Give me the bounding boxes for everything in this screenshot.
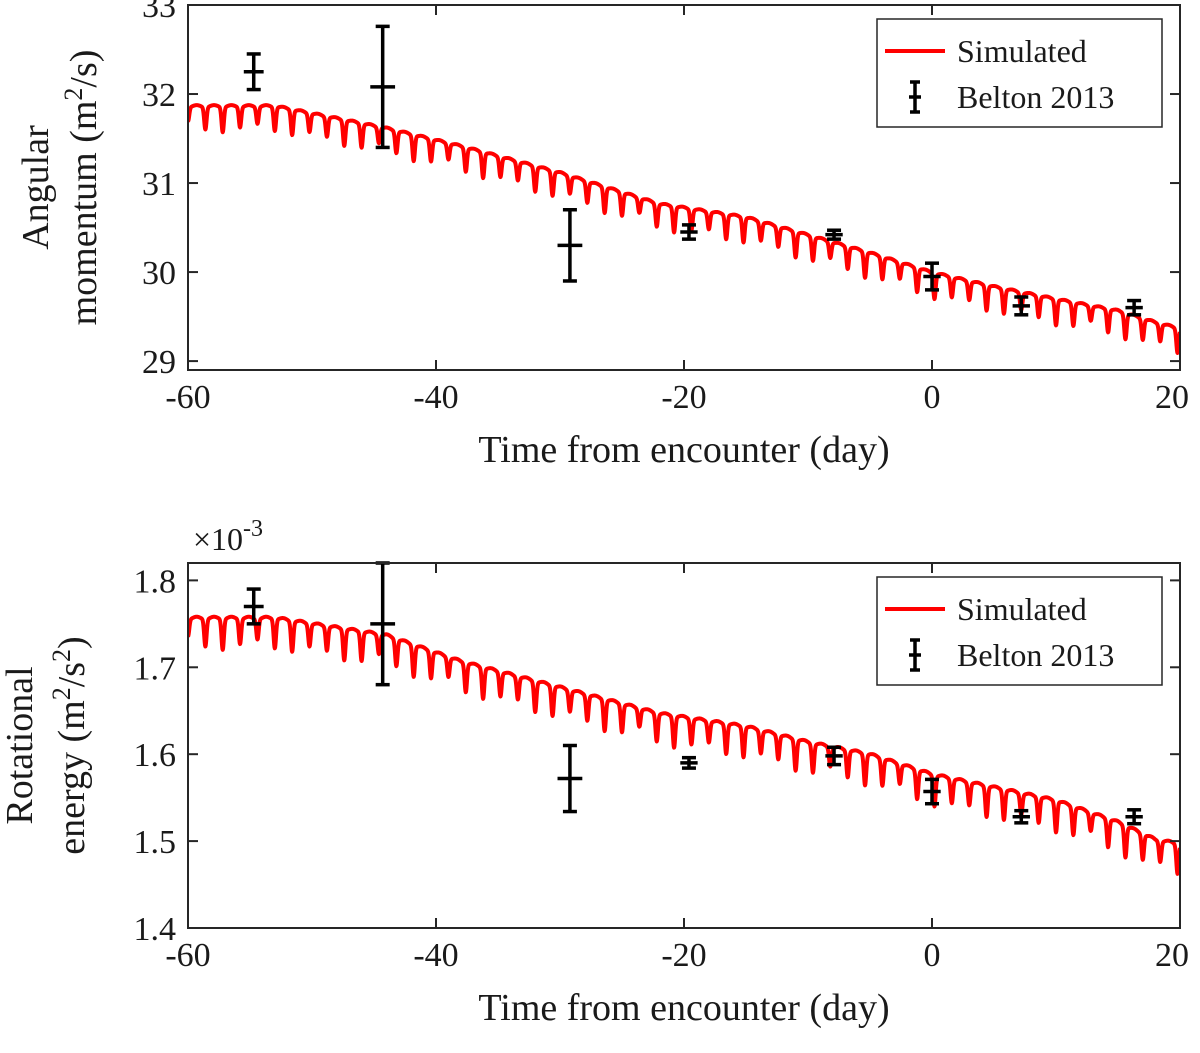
angular-momentum-panel: -60 -40 -20 0 20 29 30 31 32 33 Time from encounte… [15,0,1189,471]
x-tick-label: -40 [413,937,458,974]
errorbar-point [1125,808,1143,826]
y-axis-label-line2: momentum (m2/s) [59,50,105,326]
y-label-superscript: 2 [47,649,76,662]
x-tick-label: 0 [924,379,941,416]
y-exponent-label: ×10-3 [193,516,263,557]
legend-label: Simulated [957,33,1087,69]
y-label-part: /s) [63,50,105,88]
y-axis-label-line1: Rotational [0,666,41,824]
x-tick-label: 20 [1155,379,1189,416]
errorbar-point [923,261,941,292]
errorbar-point [243,52,264,92]
legend-label: Belton 2013 [957,79,1114,115]
simulated-line [188,103,1180,355]
rotational-energy-panel: -60 -40 -20 0 20 1.4 1.5 1.6 1.7 1.8 Time from enc… [0,516,1189,1029]
x-tick-label: 20 [1155,937,1189,974]
errorbar-point [923,777,941,806]
x-tick-label: -20 [661,937,706,974]
y-label-part: energy (m [51,700,93,854]
y-tick-label: 31 [142,166,176,203]
x-tick-label: -60 [165,379,210,416]
errorbar-point [557,208,583,283]
y-tick-label: 1.8 [134,563,177,600]
exponent-base: ×10 [193,521,243,557]
x-tick-label: -40 [413,379,458,416]
y-label-part: /s [51,662,93,687]
errorbar-point [1012,295,1030,317]
errorbar-point [680,755,698,770]
y-tick-label: 1.7 [134,650,177,687]
simulated-line [188,614,1180,876]
legend-box [876,576,1163,686]
legend: Simulated Belton 2013 [876,576,1163,686]
y-tick-label: 29 [142,344,176,381]
legend: Simulated Belton 2013 [876,18,1163,128]
x-tick-label: -20 [661,379,706,416]
x-axis-label: Time from encounter (day) [478,987,889,1029]
errorbar-point [370,24,396,150]
y-label-superscript: 2 [47,687,76,700]
x-axis-label: Time from encounter (day) [478,429,889,471]
errorbar-point [557,743,583,814]
y-tick-label: 1.6 [134,737,177,774]
errorbar-point [825,745,843,767]
y-tick-label: 32 [142,77,176,114]
legend-label: Simulated [957,591,1087,627]
y-tick-label: 1.5 [134,824,177,861]
y-label-part: momentum (m [63,101,105,326]
y-axis-label-line1: Angular [15,125,57,250]
exponent-power: -3 [243,516,263,542]
y-label-part: ) [51,636,93,649]
y-axis-label-line2: energy (m2/s2) [47,636,93,854]
errorbar-point [370,561,396,687]
errorbar-point [1125,298,1143,317]
x-tick-label: 0 [924,937,941,974]
y-tick-label: 30 [142,255,176,292]
y-label-superscript: 2 [59,88,88,101]
x-tick-label: -60 [165,937,210,974]
errorbar-point [1012,808,1030,825]
legend-label: Belton 2013 [957,637,1114,673]
y-tick-label: 1.4 [134,911,177,948]
y-tick-label: 33 [142,0,176,25]
errorbar-point [243,587,264,626]
legend-box [876,18,1163,128]
errorbar-point [825,228,843,241]
errorbar-point [680,223,698,241]
